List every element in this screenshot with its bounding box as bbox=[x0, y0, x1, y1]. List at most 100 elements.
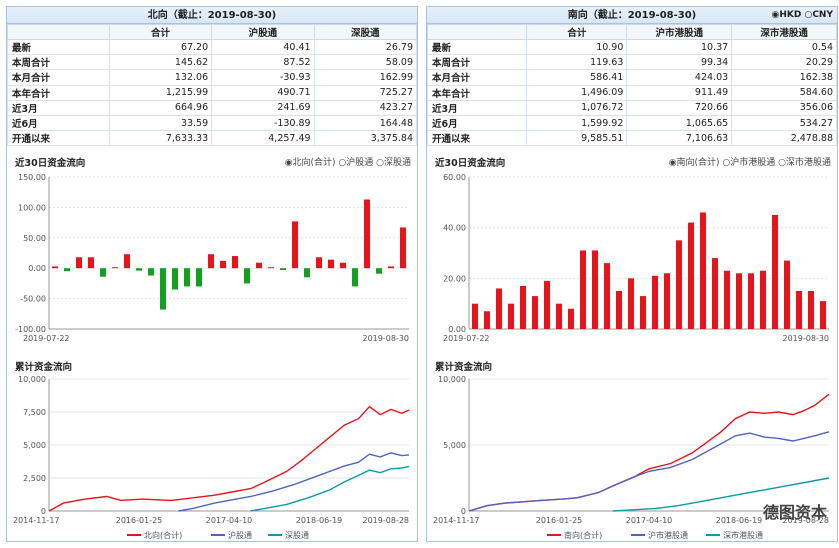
y-tick-label: 10,000 bbox=[18, 375, 46, 384]
bar bbox=[148, 268, 154, 276]
cell: 1,215.99 bbox=[108, 84, 213, 101]
y-tick-label: 5,000 bbox=[23, 441, 46, 450]
x-tick-label: 2019-08-28 bbox=[783, 516, 830, 525]
cell: 162.38 bbox=[731, 69, 837, 86]
bar bbox=[244, 268, 250, 284]
cell: 584.60 bbox=[731, 84, 837, 101]
row-label: 本周合计 bbox=[426, 54, 528, 71]
south-title: 南向（截止：2019-08-30) bbox=[567, 10, 697, 21]
x-tick-label: 2019-08-30 bbox=[363, 334, 410, 343]
bar bbox=[232, 256, 238, 269]
bar bbox=[388, 266, 394, 269]
bar bbox=[88, 257, 94, 269]
bar bbox=[376, 268, 382, 274]
table-header: 深市港股通 bbox=[731, 24, 837, 40]
cell: 119.63 bbox=[526, 54, 628, 71]
y-tick-label: 10,000 bbox=[438, 375, 466, 384]
legend-label: 北向(合计) bbox=[144, 530, 182, 540]
cell: 4,257.49 bbox=[211, 130, 315, 147]
bar bbox=[724, 270, 730, 329]
cell: 2,478.88 bbox=[731, 130, 837, 147]
bar bbox=[772, 215, 778, 329]
cell: 10.37 bbox=[626, 38, 733, 56]
watermark: 德图资本 bbox=[762, 503, 827, 522]
bar bbox=[736, 273, 742, 329]
cell: 424.03 bbox=[626, 69, 733, 86]
bar bbox=[604, 263, 610, 329]
series-line bbox=[612, 477, 830, 512]
bar bbox=[196, 268, 202, 287]
cell: 132.06 bbox=[108, 69, 213, 86]
bar bbox=[712, 258, 718, 329]
table-header: 沪市港股通 bbox=[626, 24, 733, 40]
x-tick-label: 2014-11-17 bbox=[433, 516, 480, 525]
bar bbox=[124, 254, 130, 269]
flow-series-selector[interactable]: ◉北向(合计) ○沪股通 ○深股通 bbox=[284, 158, 411, 168]
y-tick-label: 100.00 bbox=[18, 203, 46, 212]
legend-label: 南向(合计) bbox=[564, 530, 602, 540]
bar bbox=[76, 257, 82, 269]
bar bbox=[532, 296, 538, 329]
x-tick-label: 2016-01-25 bbox=[536, 516, 583, 525]
cell: -130.89 bbox=[211, 114, 315, 132]
bar bbox=[796, 291, 802, 329]
cell: 87.52 bbox=[211, 54, 315, 71]
x-tick-label: 2017-04-10 bbox=[626, 516, 673, 525]
bar bbox=[640, 296, 646, 329]
cell: 40.41 bbox=[211, 38, 315, 56]
table-row: 本年合计 1,496.09 911.49 584.60 bbox=[426, 84, 837, 101]
y-tick-label: 150.00 bbox=[18, 173, 46, 182]
cell: 490.71 bbox=[211, 84, 315, 101]
bar bbox=[112, 267, 118, 269]
bar bbox=[208, 254, 214, 269]
table-header: 合计 bbox=[526, 24, 628, 40]
cell: 58.09 bbox=[313, 54, 418, 71]
series-line bbox=[178, 452, 410, 512]
legend-label: 沪市港股通 bbox=[648, 530, 688, 540]
currency-toggle[interactable]: ◉HKD ○CNY bbox=[771, 10, 833, 20]
bar bbox=[748, 273, 754, 329]
bar bbox=[508, 303, 514, 329]
bar bbox=[628, 278, 634, 329]
bar bbox=[700, 212, 706, 329]
cell: 720.66 bbox=[626, 99, 733, 116]
row-label: 开通以来 bbox=[426, 130, 528, 147]
bar bbox=[784, 260, 790, 329]
y-tick-label: -50.00 bbox=[20, 295, 46, 304]
table-row: 本月合计 586.41 424.03 162.38 bbox=[426, 69, 837, 86]
cell: 26.79 bbox=[313, 38, 418, 56]
cell: 7,633.33 bbox=[108, 130, 213, 147]
bar bbox=[580, 250, 586, 329]
row-label: 本月合计 bbox=[426, 69, 528, 86]
table-row: 开通以来 7,633.33 4,257.49 3,375.84 bbox=[7, 130, 418, 147]
table-header: 沪股通 bbox=[211, 24, 315, 40]
series-line bbox=[250, 465, 410, 512]
table-row: 最新 10.90 10.37 0.54 bbox=[426, 38, 837, 56]
table-row: 本周合计 145.62 87.52 58.09 bbox=[7, 54, 418, 71]
cell: 9,585.51 bbox=[526, 130, 628, 147]
cell: 0.54 bbox=[731, 38, 837, 56]
x-tick-label: 2018-06-19 bbox=[716, 516, 763, 525]
y-tick-label: -100.00 bbox=[15, 325, 46, 334]
bar bbox=[664, 273, 670, 329]
flow-series-selector[interactable]: ◉南向(合计) ○沪市港股通 ○深市港股通 bbox=[668, 158, 831, 168]
bar bbox=[64, 268, 70, 272]
table-row: 本年合计 1,215.99 490.71 725.27 bbox=[7, 84, 418, 101]
x-tick-label: 2014-11-17 bbox=[13, 516, 60, 525]
table-row: 本周合计 119.63 99.34 20.29 bbox=[426, 54, 837, 71]
bar bbox=[352, 268, 358, 287]
series-line bbox=[468, 431, 830, 512]
bar bbox=[544, 280, 550, 329]
cell: 20.29 bbox=[731, 54, 837, 71]
cell: 1,599.92 bbox=[526, 114, 628, 132]
y-tick-label: 0.00 bbox=[448, 325, 466, 334]
x-tick-label: 2019-08-28 bbox=[363, 516, 410, 525]
bar bbox=[472, 303, 478, 329]
cell: 586.41 bbox=[526, 69, 628, 86]
bar bbox=[676, 240, 682, 329]
north-flow-chart: 150.00100.0050.000.00-50.00-100.002019-0… bbox=[15, 173, 410, 343]
bar bbox=[316, 257, 322, 269]
bar bbox=[496, 288, 502, 329]
table-header: 深股通 bbox=[313, 24, 418, 40]
